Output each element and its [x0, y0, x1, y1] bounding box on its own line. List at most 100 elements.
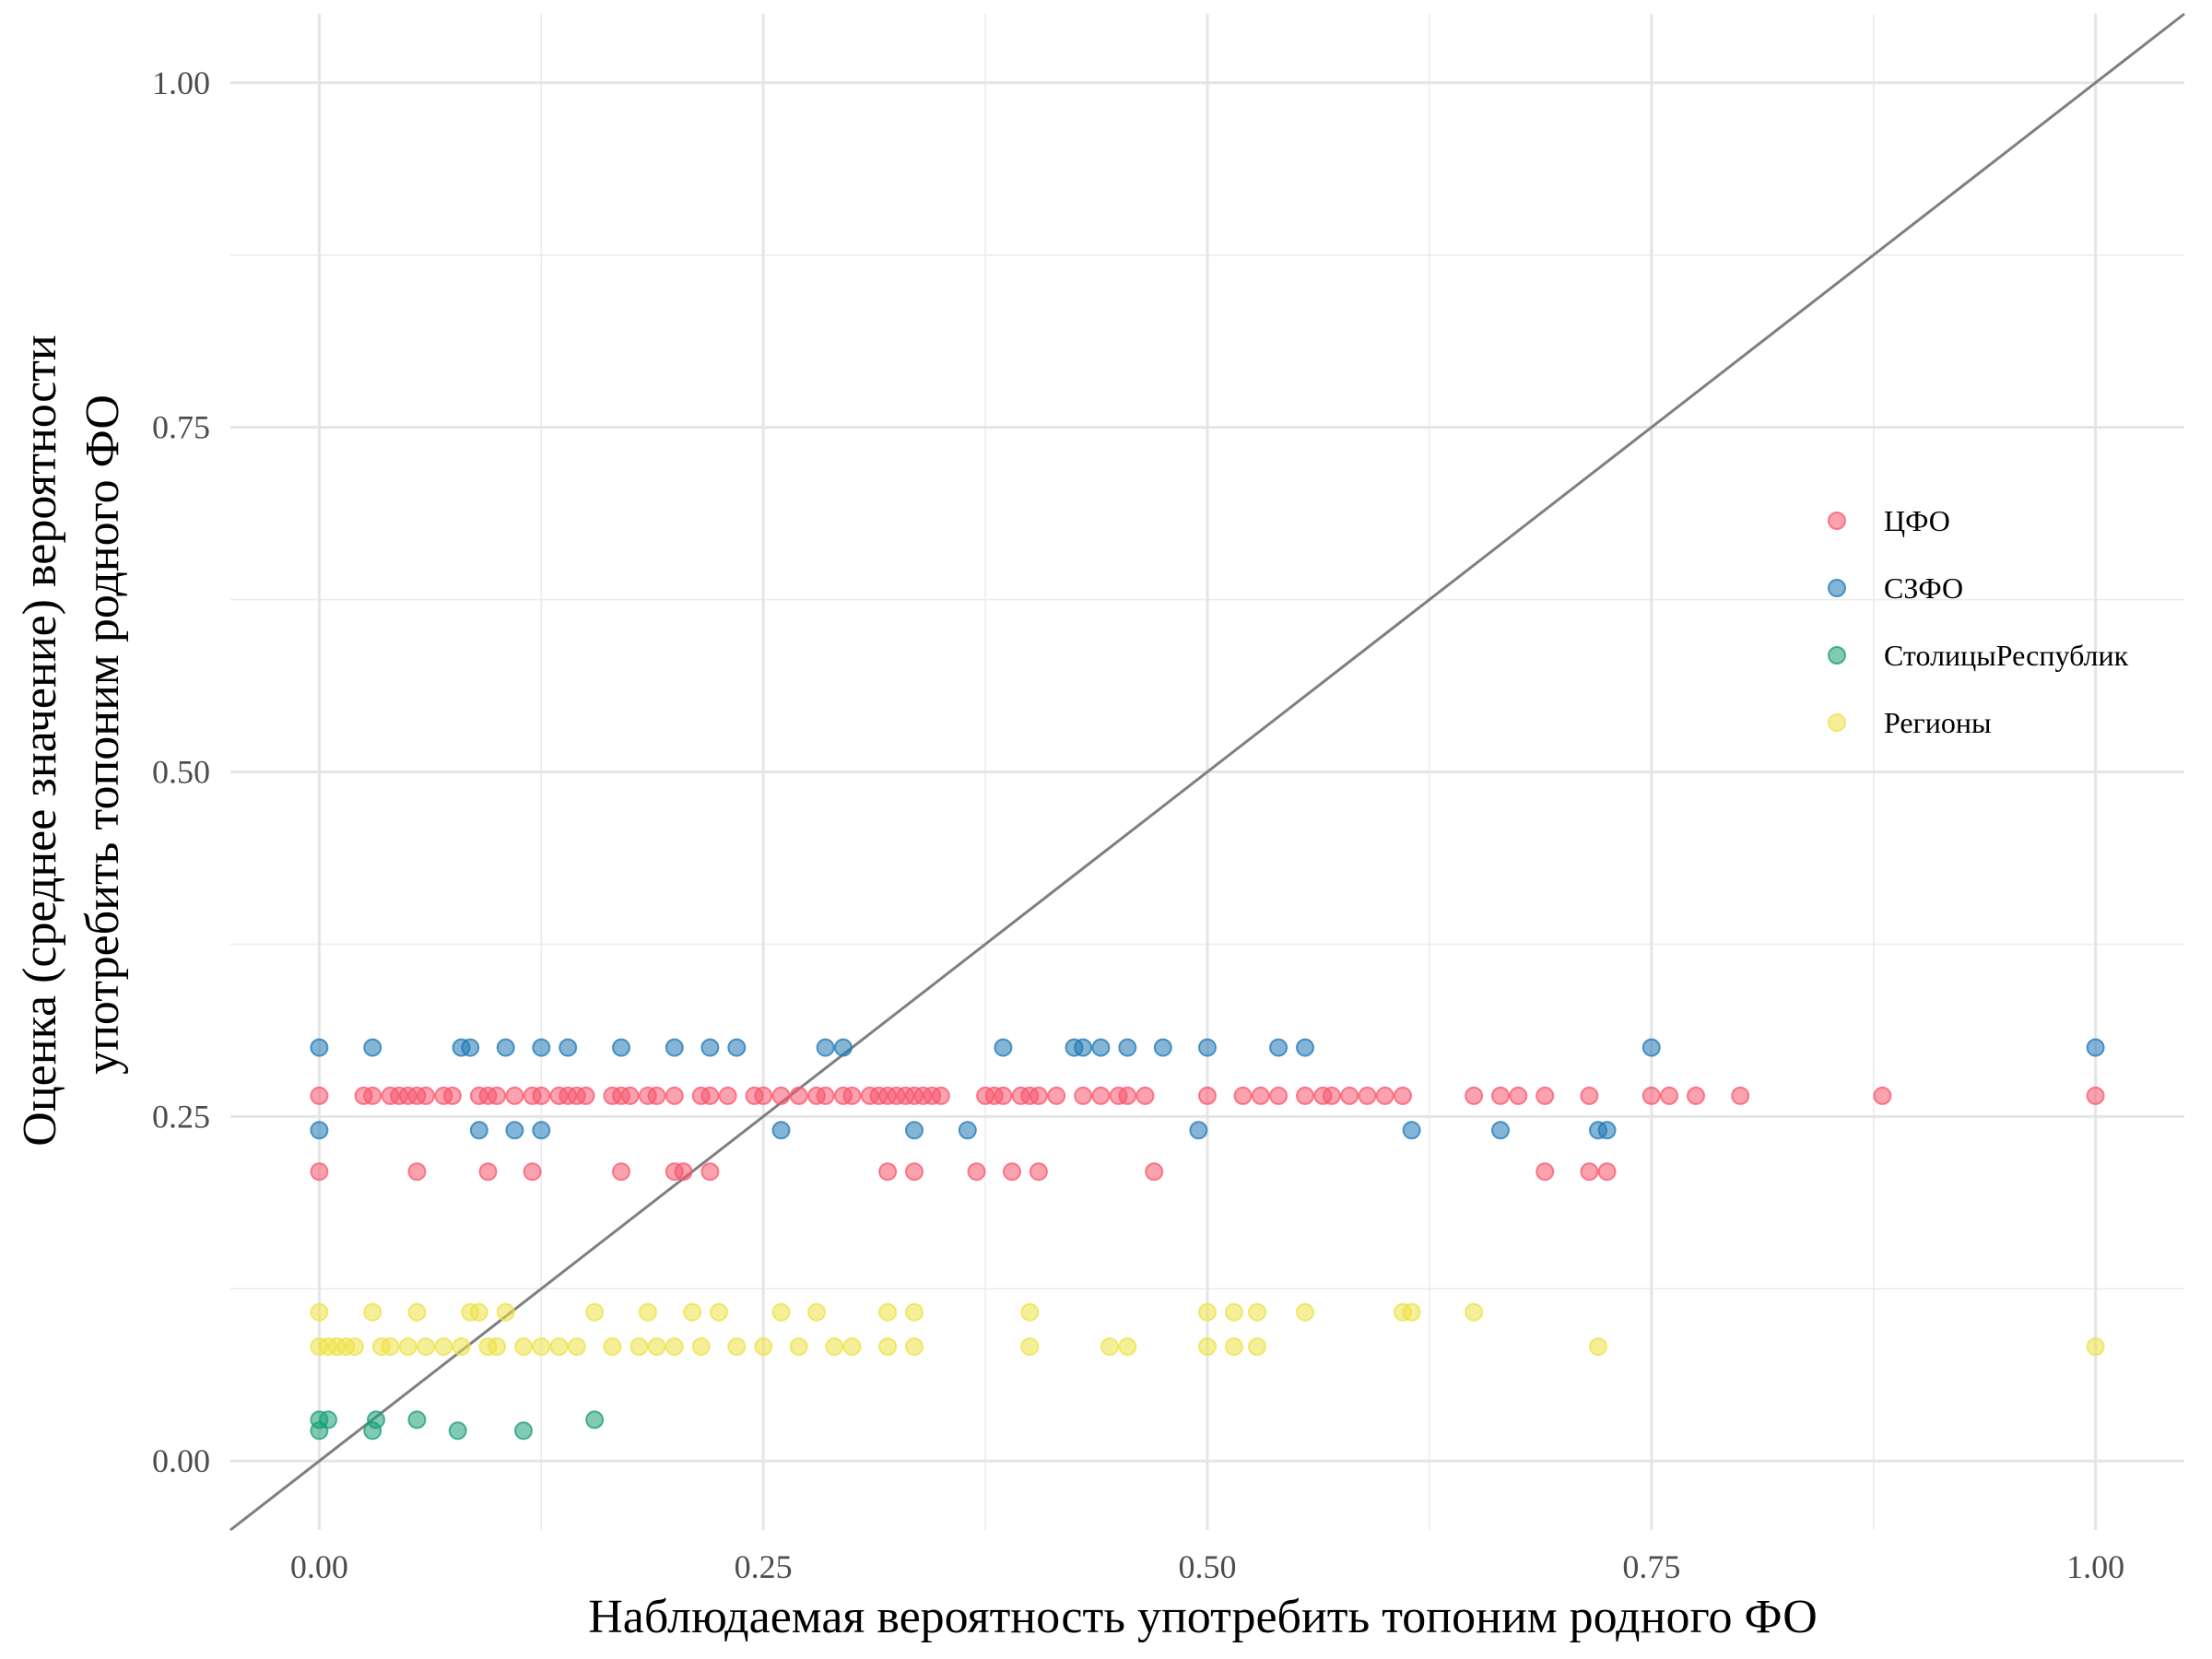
data-point	[1465, 1086, 1484, 1105]
data-point	[727, 1337, 747, 1357]
legend-label: ЦФО	[1884, 504, 1950, 537]
data-point	[771, 1086, 791, 1105]
data-point	[363, 1302, 382, 1322]
identity-reference-line	[229, 12, 2185, 1532]
data-point	[1580, 1086, 1599, 1105]
data-point	[674, 1162, 693, 1182]
data-point	[700, 1038, 720, 1057]
data-point	[665, 1086, 684, 1105]
data-point	[452, 1337, 471, 1357]
data-point	[1660, 1086, 1679, 1105]
legend-key	[1828, 579, 1846, 597]
data-point	[1074, 1038, 1093, 1057]
data-point	[878, 1337, 898, 1357]
data-point	[1394, 1086, 1412, 1105]
data-point	[1074, 1086, 1093, 1105]
data-points	[310, 1038, 2105, 1441]
y-tick-label: 0.25	[152, 1098, 210, 1135]
data-point	[700, 1086, 720, 1105]
data-point	[1233, 1086, 1253, 1105]
data-point	[514, 1421, 533, 1441]
data-point	[478, 1162, 498, 1182]
data-point	[1535, 1162, 1555, 1182]
x-tick-label: 0.25	[735, 1548, 793, 1585]
data-point	[363, 1038, 382, 1057]
data-point	[1153, 1038, 1172, 1057]
data-point	[2086, 1038, 2105, 1057]
data-point	[718, 1086, 737, 1105]
y-axis-title-line-1: Оценка (среднее значение) вероятности	[14, 335, 66, 1146]
data-point	[710, 1302, 728, 1322]
data-point	[367, 1410, 385, 1430]
data-point	[905, 1121, 924, 1140]
data-point	[691, 1337, 711, 1357]
grid-lines	[230, 14, 2184, 1530]
data-point	[842, 1086, 862, 1105]
data-point	[310, 1302, 329, 1322]
data-point	[1296, 1086, 1314, 1105]
data-point	[1402, 1302, 1421, 1322]
y-tick-label: 0.00	[152, 1442, 210, 1479]
data-point	[727, 1038, 747, 1057]
data-point	[1198, 1337, 1217, 1357]
series-group-3	[310, 1410, 605, 1441]
data-point	[514, 1337, 533, 1357]
data-point	[1198, 1086, 1217, 1105]
data-point	[442, 1086, 462, 1105]
data-point	[958, 1121, 977, 1140]
data-point	[310, 1121, 329, 1140]
data-point	[1189, 1121, 1208, 1140]
data-point	[878, 1302, 898, 1322]
data-point	[816, 1038, 835, 1057]
data-point	[496, 1302, 515, 1322]
data-point	[2086, 1086, 2105, 1105]
x-tick-label: 0.75	[1622, 1548, 1680, 1585]
data-point	[1641, 1086, 1661, 1105]
legend-label: СЗФО	[1884, 571, 1963, 605]
data-point	[638, 1302, 657, 1322]
data-point	[878, 1162, 898, 1182]
data-point	[771, 1302, 791, 1322]
data-point	[905, 1302, 924, 1322]
data-point	[407, 1302, 427, 1322]
data-point	[647, 1337, 666, 1357]
legend-key	[1828, 646, 1846, 665]
data-point	[1873, 1086, 1892, 1105]
data-point	[1118, 1086, 1137, 1105]
y-axis-title-line-2: употребить топоним родного ФО	[76, 394, 129, 1075]
data-point	[398, 1337, 418, 1357]
data-point	[1003, 1162, 1021, 1182]
data-point	[1491, 1121, 1510, 1140]
x-tick-label: 0.50	[1179, 1548, 1237, 1585]
data-point	[1224, 1337, 1243, 1357]
data-point	[1322, 1086, 1341, 1105]
data-point	[754, 1337, 773, 1357]
data-point	[417, 1086, 435, 1105]
data-point	[1358, 1086, 1377, 1105]
data-point	[1597, 1162, 1617, 1182]
data-point	[1340, 1086, 1359, 1105]
data-point	[1296, 1038, 1314, 1057]
x-axis-title: Наблюдаемая вероятность употребить топон…	[588, 1591, 1818, 1643]
data-point	[665, 1337, 684, 1357]
data-point	[1251, 1086, 1270, 1105]
data-point	[1198, 1038, 1217, 1057]
data-point	[585, 1302, 605, 1322]
data-point	[754, 1086, 773, 1105]
data-point	[842, 1337, 862, 1357]
data-point	[603, 1337, 622, 1357]
data-point	[905, 1162, 924, 1182]
data-point	[488, 1337, 507, 1357]
data-point	[549, 1337, 569, 1357]
series-group-2	[310, 1038, 2105, 1140]
data-point	[532, 1121, 551, 1140]
reference-line-layer	[229, 12, 2185, 1532]
data-point	[567, 1337, 586, 1357]
data-point	[1269, 1086, 1288, 1105]
x-tick-label: 1.00	[2066, 1548, 2124, 1585]
data-point	[1509, 1086, 1528, 1105]
data-point	[807, 1302, 826, 1322]
data-point	[523, 1162, 542, 1182]
x-tick-label: 0.00	[290, 1548, 348, 1585]
data-point	[1091, 1086, 1111, 1105]
